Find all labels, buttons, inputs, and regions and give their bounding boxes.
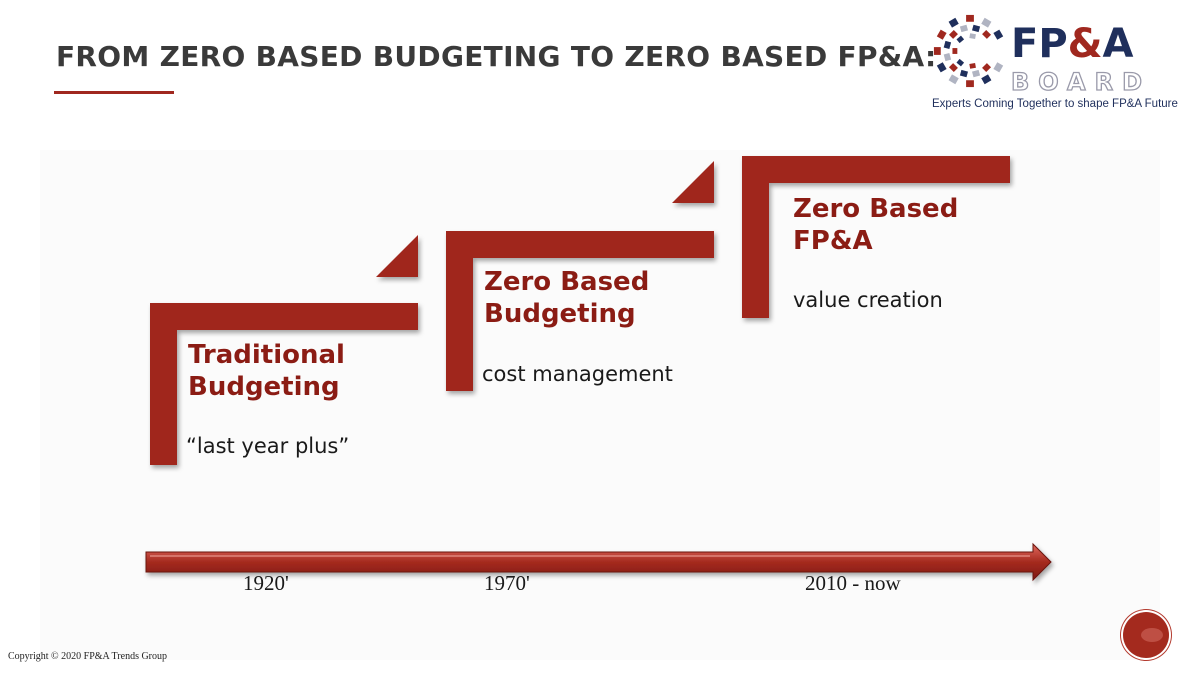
corner-decoration-icon: [1123, 612, 1169, 658]
step-1-description: “last year plus”: [186, 434, 350, 458]
step-3-description: value creation: [793, 288, 943, 312]
step-1-bracket: [150, 303, 418, 465]
step-2-description: cost management: [482, 362, 673, 386]
slide-title: FROM ZERO BASED BUDGETING TO ZERO BASED …: [56, 40, 937, 73]
logo-wordmark: FP&A: [1011, 21, 1134, 67]
logo-board-word: BOARD: [1010, 68, 1152, 96]
logo-tagline: Experts Coming Together to shape FP&A Fu…: [932, 98, 1178, 110]
logo-mark-icon: [933, 14, 1004, 88]
step-1-triangle: [376, 235, 418, 277]
timeline-arrow: [145, 542, 1052, 582]
step-2-bracket: [446, 231, 714, 391]
fpa-board-logo: FP&A BOARD Experts Coming Together to sh…: [925, 10, 1178, 115]
title-underline: [54, 91, 174, 94]
timeline-label-1920: 1920': [243, 571, 289, 595]
step-1-title: Traditional Budgeting: [188, 340, 345, 402]
step-2-title: Zero Based Budgeting: [484, 267, 650, 329]
step-2-triangle: [672, 161, 714, 203]
copyright-notice: Copyright © 2020 FP&A Trends Group: [8, 651, 168, 662]
timeline-label-2010-now: 2010 - now: [805, 571, 901, 595]
timeline-label-1970: 1970': [484, 571, 530, 595]
step-3-bracket: [742, 156, 1010, 318]
step-3-title: Zero Based FP&A: [793, 194, 959, 256]
